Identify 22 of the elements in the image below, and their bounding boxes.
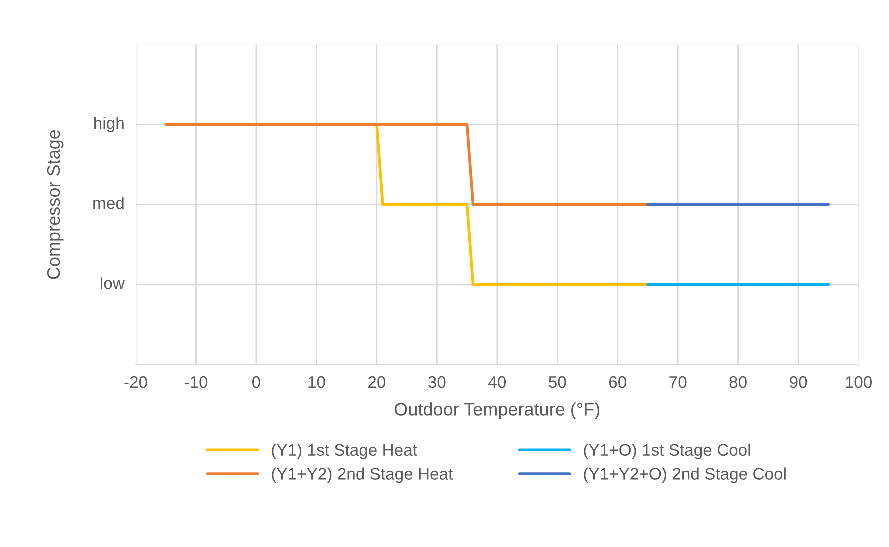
x-tick-label: 30 [428, 376, 446, 388]
legend-label: (Y1+Y2+O) 2nd Stage Cool [584, 468, 786, 484]
x-tick-label: 40 [488, 376, 506, 388]
x-tick-label: 100 [846, 376, 872, 388]
x-tick-label: 50 [549, 376, 566, 388]
legend-label: (Y1+Y2) 2nd Stage Heat [272, 468, 454, 484]
x-tick-label: -20 [124, 376, 148, 388]
text: med [94, 196, 124, 210]
x-tick-label: 0 [252, 376, 260, 388]
x-tick-label: -10 [184, 376, 208, 388]
text: high [94, 117, 124, 133]
x-tick-label: 90 [790, 376, 808, 388]
y-axis-title: Compressor Stage [47, 130, 64, 280]
x-tick-label: 70 [670, 376, 687, 388]
x-tick-label: 60 [609, 376, 626, 388]
x-tick-label: 80 [730, 376, 747, 388]
legend-label: (Y1+O) 1st Stage Cool [584, 444, 750, 460]
x-tick-label: 10 [308, 376, 326, 388]
x-tick-label: 20 [368, 376, 386, 388]
legend-label: (Y1) 1st Stage Heat [272, 444, 418, 460]
x-axis-title: Outdoor Temperature (°F) [394, 402, 600, 420]
text: low [101, 277, 125, 290]
